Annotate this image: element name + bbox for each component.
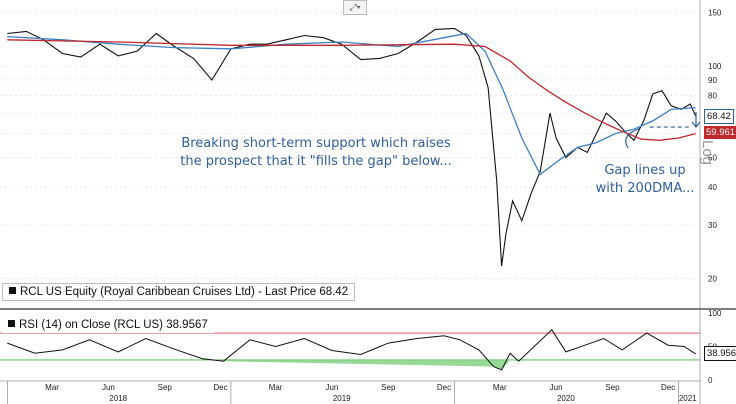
x-year-label: 2021 [679, 394, 697, 403]
main-y-tick-label: 80 [708, 92, 717, 101]
main-y-tick-label: 40 [708, 183, 717, 192]
legend-swatch [9, 287, 16, 294]
rsi-last-tag: 38.9567 [704, 346, 736, 361]
x-year-label: 2018 [109, 394, 127, 403]
x-month-label: Dec [661, 383, 675, 392]
x-month-label: Mar [269, 383, 283, 392]
x-year-label: 2019 [333, 394, 351, 403]
rsi-legend: RSI (14) on Close (RCL US) 38.9567 [2, 317, 214, 333]
log-scale-label: Log [699, 140, 716, 166]
main-y-tick-label: 90 [708, 76, 717, 85]
x-month-label: Mar [493, 383, 507, 392]
ma200-tag: 59.961 [704, 126, 736, 139]
main-grid [0, 12, 700, 279]
rsi-series-group [7, 329, 696, 371]
main-y-tick-label: 150 [708, 9, 722, 18]
main-y-tick-label: 20 [708, 275, 717, 284]
main-legend: RCL US Equity (Royal Caribbean Cruises L… [2, 283, 356, 301]
main-y-tick-label: 100 [708, 62, 722, 71]
main-y-tick-label: 30 [708, 221, 717, 230]
x-month-label: Sep [381, 383, 396, 392]
annotation-support-break: Breaking short-term support which raises… [180, 136, 452, 169]
x-month-label: Sep [605, 383, 620, 392]
main-series-group [7, 27, 697, 267]
last-price-tag: 68.42 [704, 109, 734, 124]
annotation-gap-200dma: Gap lines up with 200DMA... [595, 163, 695, 196]
x-month-label: Jun [325, 383, 338, 392]
main-legend-label: RCL US Equity (Royal Caribbean Cruises L… [20, 286, 349, 298]
x-month-label: Jun [102, 383, 115, 392]
rsi-y-tick-label: 0 [708, 376, 713, 385]
rsi-series-line [7, 329, 696, 371]
x-month-label: Jun [550, 383, 563, 392]
rsi-oversold-fill [223, 359, 519, 370]
x-month-label: Dec [437, 383, 451, 392]
x-month-label: Dec [213, 383, 227, 392]
x-month-label: Mar [45, 383, 59, 392]
x-year-label: 2020 [557, 394, 575, 403]
ma200-series-line [7, 39, 696, 141]
x-month-label: Sep [158, 383, 173, 392]
ma50-series-line [7, 32, 696, 176]
chart-type-dropdown[interactable]: ⤢▾ [343, 0, 367, 15]
rsi-legend-label: RSI (14) on Close (RCL US) 38.9567 [19, 319, 208, 331]
main-y-tick-label: 50 [708, 154, 717, 163]
x-axis: Mar Jun Sep Dec Mar Jun Sep Dec Mar Jun Sep Dec 2018… [0, 380, 700, 404]
annotation-arrows [625, 112, 701, 149]
rsi-legend-swatch [8, 320, 15, 327]
rsi-y-tick-label: 100 [708, 309, 722, 318]
arrow-to-200dma [625, 127, 641, 149]
arrow-down-gap [691, 112, 701, 128]
